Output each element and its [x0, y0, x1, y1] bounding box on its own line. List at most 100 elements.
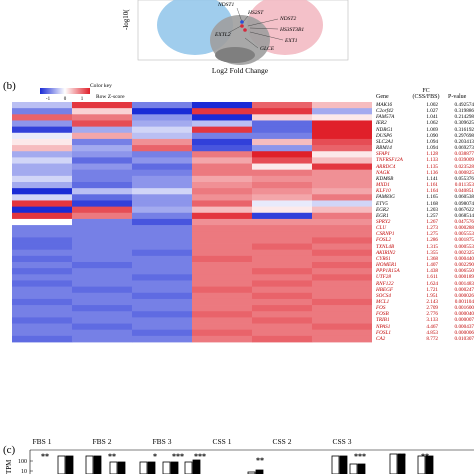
heatmap-cell — [252, 335, 313, 343]
heatmap-cell — [192, 120, 253, 128]
heatmap-cell — [132, 237, 193, 244]
heatmap-cell — [192, 280, 253, 288]
p-value: 0.069273 — [454, 145, 474, 152]
header-fc-line1: FC — [422, 88, 430, 94]
heatmap-cell — [192, 169, 253, 177]
gene-name: SPRY2 — [376, 218, 391, 225]
heatmap-cell — [132, 108, 193, 115]
color-key-tick-zero: 0 — [64, 97, 67, 102]
gene-name: RNF122 — [376, 280, 394, 287]
heatmap-cell — [192, 317, 253, 324]
heatmap-cell — [12, 323, 73, 331]
heatmap-cell — [312, 255, 372, 263]
gene-name: NDRG1 — [376, 126, 393, 133]
heatmap-cell — [252, 188, 313, 195]
p-value: 0.002290 — [454, 262, 474, 269]
heatmap-cell — [12, 182, 73, 189]
heatmap-cell — [12, 243, 73, 251]
heatmap-cell — [72, 206, 133, 214]
gene-name: CLU — [376, 225, 387, 232]
heatmap-cell — [132, 323, 193, 331]
heatmap-cell — [132, 120, 193, 128]
panel-b-label: (b) — [3, 80, 16, 92]
gene-ndst2: NDST2 — [279, 16, 296, 22]
fold-change-value: 2.776 — [426, 311, 438, 318]
heatmap-cell — [12, 206, 73, 214]
heatmap-cell — [252, 280, 313, 288]
p-value: 0.000040 — [454, 311, 474, 318]
p-value: 0.492574 — [454, 102, 474, 108]
heatmap-cell — [312, 286, 372, 294]
heatmap-cell — [192, 237, 253, 244]
sample-label: FBS 1 — [32, 437, 52, 446]
p-value: 0.001483 — [454, 280, 474, 287]
heatmap-cell — [312, 231, 372, 238]
volcano-x-label: Log2 Fold Change — [212, 66, 269, 75]
heatmap-cell — [12, 262, 73, 269]
heatmap-cell — [132, 163, 193, 171]
heatmap-cell — [72, 311, 133, 318]
tpm-bar — [170, 461, 179, 474]
fold-change-value: 1.128 — [426, 151, 438, 158]
heatmap-cell — [252, 305, 313, 312]
heatmap-cell — [12, 126, 73, 134]
gene-hs3st3b1: HS3ST3B1 — [279, 27, 304, 33]
tpm-bar — [255, 469, 264, 474]
gene-name: TRIB1 — [376, 317, 390, 324]
color-key-tick-neg: -1 — [46, 97, 51, 102]
heatmap-cell — [12, 163, 73, 171]
heatmap-cell — [312, 151, 372, 158]
tpm-bar — [247, 471, 256, 474]
gene-column: MAK16 C2orf42 FAM57A IER2 NDRG1 DUSP6 SLC2A1 RB… — [376, 102, 406, 342]
fold-change-value: 1.315 — [426, 243, 438, 250]
p-value: 0.316192 — [454, 126, 474, 133]
fold-change-value: 1.069 — [426, 126, 438, 133]
heatmap-cell — [252, 120, 313, 128]
heatmap-cell — [192, 132, 253, 140]
heatmap-cell — [192, 218, 253, 226]
p-value: 0.000007 — [454, 317, 474, 324]
heatmap-cell — [132, 206, 193, 214]
heatmap-cell — [132, 335, 193, 343]
heatmap-cell — [132, 280, 193, 288]
heatmap-cell — [12, 237, 73, 244]
heatmap-cell — [132, 145, 193, 152]
p-value: 0.006550 — [454, 268, 474, 275]
heatmap-cell — [252, 126, 313, 134]
heatmap-cell — [72, 169, 133, 177]
p-value: 0.203413 — [454, 138, 474, 145]
heatmap-cell — [12, 268, 73, 275]
p-value: 0.000437 — [454, 323, 474, 330]
heatmap-cell — [72, 163, 133, 171]
heatmap-cell — [312, 262, 372, 269]
gene-name: MCL1 — [376, 299, 390, 305]
heatmap-cell — [312, 188, 372, 195]
heatmap-cell — [12, 200, 73, 208]
fold-change-value: 3.133 — [426, 317, 438, 324]
heatmap-cell — [132, 126, 193, 134]
heatmap-cell — [312, 249, 372, 257]
fold-change-value: 1.165 — [426, 194, 438, 201]
p-value: 0.040851 — [454, 188, 474, 195]
fold-change-value: 1.721 — [426, 286, 438, 293]
tpm-bar — [85, 455, 94, 474]
heatmap-cell — [312, 182, 372, 189]
heatmap-cell — [192, 249, 253, 257]
heatmap-cell — [132, 329, 193, 337]
fold-change-value: 1.438 — [426, 268, 438, 275]
heatmap-cell — [312, 280, 372, 288]
gene-name: RBM14 — [376, 145, 392, 152]
p-value: 0.010307 — [454, 335, 474, 342]
volcano-dots — [157, 0, 323, 65]
gene-name: KDM6B — [376, 175, 394, 182]
heatmap-cell — [312, 305, 372, 312]
tpm-bar — [117, 461, 126, 474]
heatmap-cell — [132, 200, 193, 208]
heatmap-cell — [252, 317, 313, 324]
heatmap-cell — [192, 145, 253, 152]
gene-name: CSRNP1 — [376, 231, 395, 238]
fold-change-value: 1.168 — [426, 200, 438, 207]
pvalue-column: 0.492574 0.319886 0.214298 0.309625 0.316192… — [444, 102, 474, 342]
fold-change-value: 1.203 — [426, 206, 438, 213]
tpm-bar — [147, 461, 156, 474]
